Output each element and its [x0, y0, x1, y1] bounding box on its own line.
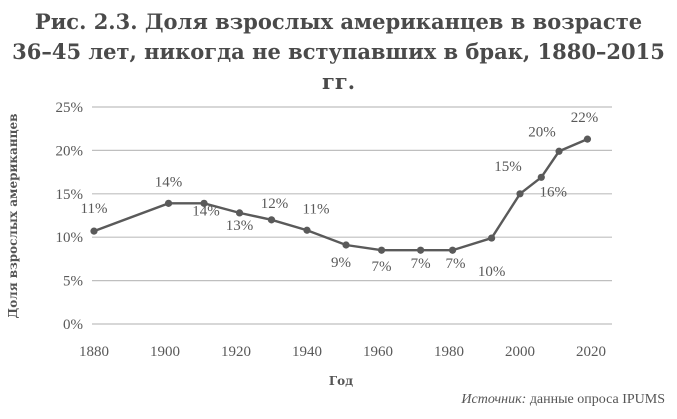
data-point [417, 246, 425, 254]
data-point [267, 216, 276, 224]
y-tick-label: 25% [56, 100, 84, 116]
data-label: 7% [372, 259, 392, 275]
data-point [164, 199, 173, 207]
x-tick-label: 1880 [79, 344, 109, 360]
source-label: Источник: [461, 392, 527, 407]
chart-title-line-1: Рис. 2.3. Доля взрослых американцев в во… [34, 9, 643, 34]
chart-title-line-2: 36–45 лет, никогда не вступавших в брак,… [12, 39, 665, 94]
data-label: 20% [528, 124, 556, 140]
data-point [448, 246, 457, 254]
data-label: 10% [478, 264, 506, 280]
data-point [537, 173, 545, 181]
data-point [377, 246, 386, 254]
data-point [200, 199, 208, 207]
data-point [516, 190, 524, 198]
y-axis-label: Доля взрослых американцев [6, 114, 20, 319]
data-label: 14% [155, 174, 183, 190]
data-label: 7% [446, 256, 466, 272]
data-label: 12% [261, 196, 289, 212]
data-label: 14% [192, 203, 220, 219]
y-tick-label: 10% [56, 230, 84, 246]
x-tick-label: 2000 [505, 344, 535, 360]
y-tick-label: 5% [63, 274, 83, 290]
x-tick-label: 1900 [150, 344, 180, 360]
data-point [555, 147, 563, 155]
x-tick-label: 1920 [221, 344, 251, 360]
data-point [90, 227, 98, 235]
data-label: 11% [81, 201, 108, 217]
data-point [488, 234, 496, 242]
data-label: 7% [411, 256, 431, 272]
data-label: 11% [303, 201, 330, 217]
data-line [93, 138, 588, 252]
source-note: Источник: данные опроса IPUMS [461, 392, 665, 408]
data-point [303, 226, 311, 234]
data-label: 16% [540, 184, 568, 200]
y-tick-label: 15% [56, 187, 84, 203]
y-tick-label: 20% [56, 143, 84, 159]
y-tick-label: 0% [63, 317, 83, 333]
x-tick-label: 1960 [363, 344, 393, 360]
data-point [583, 135, 592, 143]
x-tick-label: 1980 [434, 344, 464, 360]
data-label: 22% [571, 110, 599, 126]
data-point [235, 209, 244, 217]
x-tick-label: 2020 [576, 344, 606, 360]
x-axis-label: Год [329, 374, 353, 388]
x-tick-label: 1940 [292, 344, 322, 360]
source-text: данные опроса IPUMS [526, 392, 665, 407]
data-label: 15% [494, 159, 522, 175]
data-point [342, 241, 350, 249]
data-label: 13% [226, 218, 254, 234]
data-label: 9% [331, 255, 351, 271]
